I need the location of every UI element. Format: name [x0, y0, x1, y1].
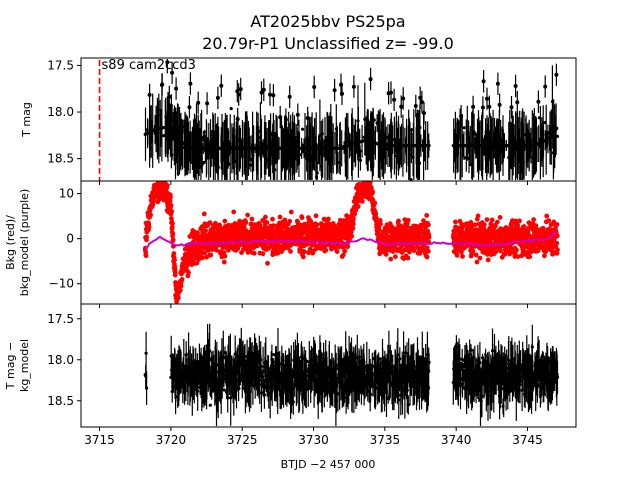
panel-background: 10 0 −10 Bkg (red)/bkg_model (purple)	[4, 180, 577, 308]
x-tick-label: 3735	[370, 433, 401, 447]
plot-area-top	[143, 59, 560, 181]
y-tick-label-bottom: 17.5	[47, 312, 74, 326]
plot-area-middle	[142, 181, 560, 304]
x-tick-label: 3715	[84, 433, 115, 447]
plot-area-bottom	[143, 323, 560, 426]
panel-tmag: s89 cam2ccd3 17.5 18.0 18.5 T mag	[20, 57, 577, 185]
y-tick-label-middle: −10	[49, 277, 74, 291]
panel-annotation: s89 cam2ccd3	[102, 58, 196, 73]
x-tick-label: 3720	[156, 433, 187, 447]
y-axis-label-top: T mag	[20, 102, 33, 138]
y-axis-label-middle-line2: bkg_model (purple)	[18, 189, 31, 296]
y-tick-label-bottom: 18.0	[47, 353, 74, 367]
points-bottom	[143, 345, 560, 408]
title-line-2: 20.79r-P1 Unclassified z= -99.0	[202, 34, 454, 53]
y-tick-label-top: 18.5	[47, 152, 74, 166]
y-tick-label-bottom: 18.5	[47, 394, 74, 408]
x-tick-label: 3725	[227, 433, 258, 447]
y-axis-label-middle-line1: Bkg (red)/	[4, 215, 17, 270]
y-tick-label-top: 17.5	[47, 58, 74, 72]
x-tick-label: 3745	[512, 433, 543, 447]
x-tick-label: 3740	[441, 433, 472, 447]
y-tick-label-middle: 0	[66, 232, 74, 246]
panel-tmag-minus-bkg: 17.5 18.0 18.5 T mag − kg_model 3715 3720 3725…	[4, 303, 577, 447]
background-model-line	[144, 230, 557, 250]
title-line-1: AT2025bbv PS25pa	[250, 12, 405, 31]
y-tick-label-middle: 10	[59, 187, 74, 201]
y-tick-label-top: 18.0	[47, 105, 74, 119]
x-tick-label: 3730	[298, 433, 329, 447]
y-axis-label-bottom-line1: T mag −	[4, 342, 17, 390]
y-axis-label-bottom-line2: kg_model	[18, 339, 31, 392]
x-axis-label: BTJD −2 457 000	[281, 458, 376, 471]
axes-frame-bottom	[80, 303, 577, 428]
